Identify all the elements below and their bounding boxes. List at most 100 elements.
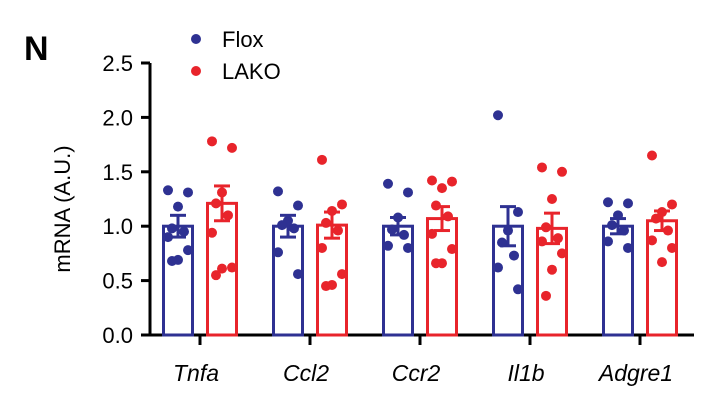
data-point	[393, 212, 403, 223]
data-point	[317, 154, 327, 165]
data-point	[403, 242, 413, 253]
data-point	[623, 242, 633, 253]
data-point	[383, 240, 393, 251]
x-category-label: Ccr2	[392, 360, 441, 386]
data-point	[167, 256, 177, 267]
data-point	[447, 176, 457, 187]
data-point	[321, 217, 331, 228]
panel-label: N	[24, 30, 49, 68]
data-point	[173, 201, 183, 212]
data-point	[217, 263, 227, 274]
y-axis-title: mRNA (A.U.)	[50, 145, 75, 272]
data-point	[613, 210, 623, 221]
data-point	[647, 150, 657, 161]
data-point	[657, 207, 667, 218]
data-point	[399, 229, 409, 240]
legend-label: Flox	[222, 27, 264, 52]
data-point	[167, 223, 177, 234]
data-point	[513, 207, 523, 218]
data-point	[207, 227, 217, 238]
data-point	[513, 284, 523, 295]
data-point	[537, 236, 547, 247]
data-point	[509, 250, 519, 261]
data-point	[403, 187, 413, 198]
y-tick-label: 0.5	[102, 269, 133, 294]
data-point	[503, 225, 513, 236]
data-point	[217, 187, 227, 198]
x-category-label: Il1b	[507, 360, 544, 386]
y-tick-label: 2.0	[102, 105, 133, 130]
data-point	[227, 262, 237, 273]
data-point	[163, 185, 173, 196]
data-point	[623, 198, 633, 209]
data-point	[557, 166, 567, 177]
data-point	[547, 194, 557, 204]
data-point	[327, 205, 337, 216]
data-point	[227, 142, 237, 153]
data-point	[317, 242, 327, 253]
data-point	[273, 247, 283, 258]
bars	[162, 184, 678, 337]
data-point	[163, 232, 173, 243]
y-tick-label: 1.5	[102, 160, 133, 185]
data-points	[163, 110, 677, 301]
data-point	[447, 244, 457, 255]
x-category-label: Tnfa	[173, 360, 219, 386]
data-point	[211, 198, 221, 209]
data-point	[207, 136, 217, 147]
data-point	[211, 270, 221, 281]
data-point	[541, 290, 551, 301]
data-point	[603, 197, 613, 208]
data-point	[647, 235, 657, 246]
data-point	[383, 178, 393, 189]
data-point	[541, 222, 551, 233]
data-point	[321, 281, 331, 292]
bar	[272, 224, 304, 337]
data-point	[277, 220, 287, 231]
data-point	[293, 269, 303, 280]
data-point	[337, 269, 347, 280]
data-point	[667, 199, 677, 210]
data-point	[427, 175, 437, 186]
x-category-label: Ccl2	[283, 360, 329, 386]
data-point	[431, 258, 441, 269]
data-point	[333, 225, 343, 236]
x-category-label: Adgre1	[597, 360, 673, 386]
y-tick-label: 1.0	[102, 214, 133, 239]
data-point	[223, 210, 233, 221]
data-point	[663, 225, 673, 236]
data-point	[547, 264, 557, 275]
data-point	[387, 224, 397, 235]
data-point	[553, 233, 563, 244]
data-point	[651, 213, 661, 224]
legend-marker	[191, 34, 201, 44]
data-point	[493, 262, 503, 273]
data-point	[437, 183, 447, 194]
data-point	[657, 257, 667, 268]
data-point	[183, 245, 193, 256]
y-tick-label: 0.0	[102, 323, 133, 348]
data-point	[431, 200, 441, 211]
data-point	[497, 237, 507, 248]
data-point	[293, 200, 303, 211]
y-tick-label: 2.5	[102, 51, 133, 76]
data-point	[557, 248, 567, 259]
data-point	[427, 228, 437, 239]
bar	[162, 224, 194, 337]
data-point	[289, 223, 299, 234]
data-point	[619, 225, 629, 236]
data-point	[443, 211, 453, 222]
data-point	[607, 220, 617, 231]
data-point	[603, 236, 613, 247]
data-point	[667, 242, 677, 253]
legend: Flox LAKO	[191, 27, 281, 84]
data-point	[273, 186, 283, 197]
legend-marker	[191, 66, 201, 76]
data-point	[183, 187, 193, 198]
data-point	[493, 110, 503, 121]
data-point	[537, 162, 547, 173]
axes: 0.0 0.5 1.0 1.5 2.0 2.5 mRNA (A.U.) Tnfa Ccl2 Ccr…	[50, 51, 694, 386]
data-point	[179, 226, 189, 237]
legend-label: LAKO	[222, 59, 281, 84]
